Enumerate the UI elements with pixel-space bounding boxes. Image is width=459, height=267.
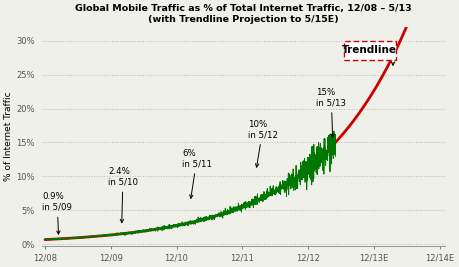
Text: 6%
in 5/11: 6% in 5/11 <box>182 149 212 198</box>
Text: 0.9%
in 5/09: 0.9% in 5/09 <box>42 192 72 234</box>
Text: 10%
in 5/12: 10% in 5/12 <box>248 120 278 167</box>
Y-axis label: % of Internet Traffic: % of Internet Traffic <box>4 92 13 182</box>
FancyBboxPatch shape <box>344 41 396 60</box>
Text: Trendline: Trendline <box>342 45 397 55</box>
Text: 15%
in 5/13: 15% in 5/13 <box>316 88 346 137</box>
Title: Global Mobile Traffic as % of Total Internet Traffic, 12/08 – 5/13
(with Trendli: Global Mobile Traffic as % of Total Inte… <box>75 4 412 23</box>
Text: 2.4%
in 5/10: 2.4% in 5/10 <box>108 167 138 223</box>
